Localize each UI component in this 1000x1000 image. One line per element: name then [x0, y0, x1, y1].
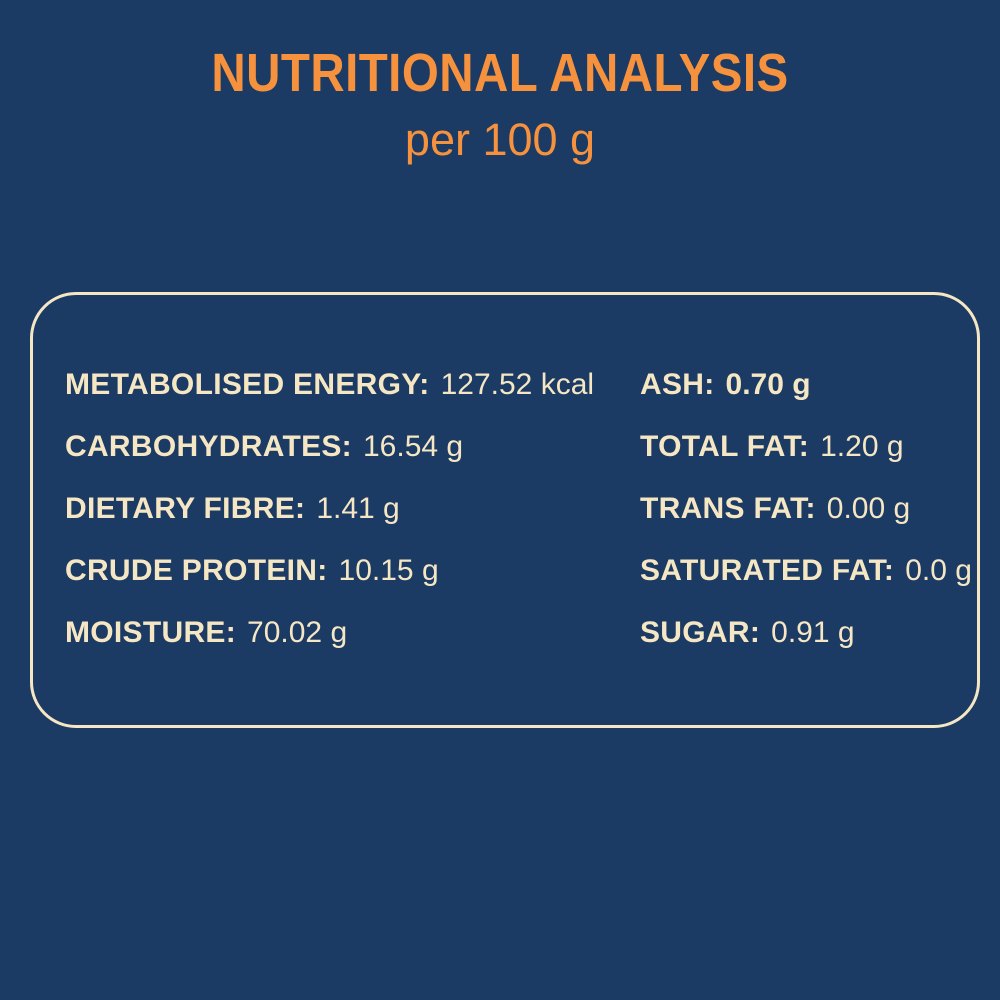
nutrient-row-moisture: MOISTURE: 70.02 g	[65, 615, 640, 651]
nutrient-label: DIETARY FIBRE:	[65, 492, 306, 525]
nutrient-row-crude-protein: CRUDE PROTEIN: 10.15 g	[65, 553, 640, 589]
nutrient-row-metabolised-energy: METABOLISED ENERGY: 127.52 kcal	[65, 367, 640, 403]
nutrition-panel: METABOLISED ENERGY: 127.52 kcal CARBOHYDR…	[30, 292, 980, 728]
nutrient-value: 1.41 g	[316, 492, 400, 525]
nutrient-label: ASH:	[640, 368, 715, 401]
nutrient-row-carbohydrates: CARBOHYDRATES: 16.54 g	[65, 429, 640, 465]
nutrition-column-right: ASH: 0.70 g TOTAL FAT: 1.20 g TRANS FAT: 0.…	[640, 367, 972, 651]
header: NUTRITIONAL ANALYSIS per 100 g	[0, 43, 1000, 166]
nutrient-value: 127.52 kcal	[440, 368, 595, 401]
nutrient-value: 0.70 g	[725, 368, 811, 401]
nutrient-row-dietary-fibre: DIETARY FIBRE: 1.41 g	[65, 491, 640, 527]
nutrient-label: CRUDE PROTEIN:	[65, 554, 328, 587]
nutrient-row-saturated-fat: SATURATED FAT: 0.0 g	[640, 553, 972, 589]
nutrient-value: 10.15 g	[338, 554, 439, 587]
nutrient-label: TRANS FAT:	[640, 492, 816, 525]
nutrient-label: SATURATED FAT:	[640, 554, 895, 587]
nutrient-value: 70.02 g	[247, 616, 348, 649]
nutrient-row-trans-fat: TRANS FAT: 0.00 g	[640, 491, 972, 527]
nutrient-label: SUGAR:	[640, 616, 761, 649]
nutrient-label: METABOLISED ENERGY:	[65, 368, 430, 401]
nutrient-row-ash: ASH: 0.70 g	[640, 367, 972, 403]
page-subtitle: per 100 g	[404, 114, 596, 166]
nutrient-value: 16.54 g	[362, 430, 464, 463]
nutrient-value: 0.0 g	[905, 554, 972, 587]
nutrient-label: CARBOHYDRATES:	[65, 430, 352, 463]
nutrient-row-total-fat: TOTAL FAT: 1.20 g	[640, 429, 972, 465]
nutrient-row-sugar: SUGAR: 0.91 g	[640, 615, 972, 651]
nutrient-value: 1.20 g	[820, 430, 904, 463]
nutrient-value: 0.91 g	[771, 616, 855, 649]
nutrition-column-left: METABOLISED ENERGY: 127.52 kcal CARBOHYDR…	[65, 367, 640, 651]
page-title: NUTRITIONAL ANALYSIS	[211, 43, 789, 103]
nutrient-label: TOTAL FAT:	[640, 430, 810, 463]
nutrient-label: MOISTURE:	[65, 616, 237, 649]
nutrient-value: 0.00 g	[826, 492, 911, 525]
